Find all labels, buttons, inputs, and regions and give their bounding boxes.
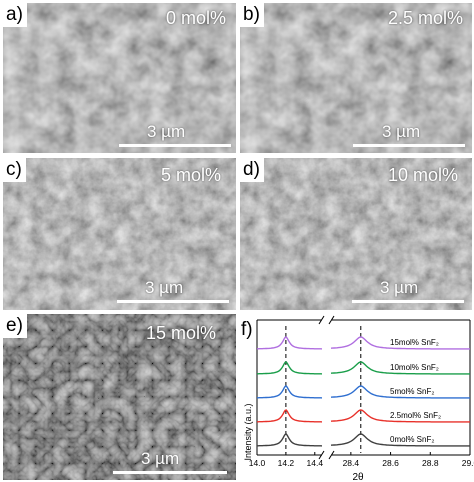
sem-image-d (240, 158, 472, 310)
panel-label-e: e) (3, 314, 27, 338)
series-group (257, 336, 470, 447)
scale-bar-a (119, 144, 231, 147)
scale-label-e: 3 µm (141, 449, 180, 468)
sem-panel-e: e) 15 mol% 3 µm (3, 314, 236, 480)
sem-image-e (3, 314, 236, 480)
scale-bar-b (353, 144, 465, 147)
scale-bar-d (352, 300, 464, 303)
x-tick-label: 14.0 (249, 458, 266, 468)
y-axis-label: Intensity (a.u.) (243, 403, 253, 460)
scale-label-b: 3 µm (382, 122, 421, 141)
concentration-label-a: 0 mol% (166, 8, 227, 28)
series-line-left (257, 433, 323, 447)
series-line-left (257, 409, 323, 423)
x-tick-label: 14.4 (307, 458, 324, 468)
axis-break-mark (318, 315, 325, 325)
x-tick-label: 28.6 (382, 458, 399, 468)
concentration-label-b: 2.5 mol% (388, 8, 464, 28)
sem-image-b (240, 3, 472, 153)
series-labels: 0mol% SnF₂ 2.5mol% SnF₂ 5mol% SnF₂ 10mol% S… (390, 338, 441, 444)
series-line-left (257, 385, 323, 399)
axis-break-mark (318, 450, 325, 460)
series-label: 15mol% SnF₂ (390, 338, 439, 347)
sem-panel-d: d) 10 mol% 3 µm (240, 158, 472, 310)
series-line-right (330, 409, 470, 423)
sem-panel-a: a) 0 mol% 3 µm (3, 3, 236, 153)
series-label: 2.5mol% SnF₂ (390, 411, 441, 420)
x-tick-label: 28.8 (422, 458, 439, 468)
scale-label-a: 3 µm (147, 122, 186, 141)
chart-axes (256, 315, 471, 460)
scale-label-c: 3 µm (145, 278, 184, 297)
scale-bar-e (113, 471, 227, 474)
panel-label-a: a) (3, 3, 27, 27)
scale-label-d: 3 µm (380, 278, 419, 297)
panel-label-c: c) (3, 158, 26, 182)
x-tick-label: 28.4 (343, 458, 360, 468)
series-line-right (330, 385, 470, 399)
tick-labels: 14.0 14.2 14.4 28.4 28.6 28.8 29.0 (249, 452, 474, 468)
sem-panel-b: b) 2.5 mol% 3 µm (240, 3, 472, 153)
sem-image-a (3, 3, 236, 153)
concentration-label-c: 5 mol% (161, 165, 222, 185)
sem-panel-c: c) 5 mol% 3 µm (3, 158, 236, 310)
series-line-right (330, 433, 470, 447)
xrd-chart-panel: 0mol% SnF₂ 2.5mol% SnF₂ 5mol% SnF₂ 10mol% S… (240, 314, 474, 482)
reference-lines (285, 326, 362, 453)
series-label: 5mol% SnF₂ (390, 387, 434, 396)
xrd-chart: 0mol% SnF₂ 2.5mol% SnF₂ 5mol% SnF₂ 10mol% S… (241, 315, 474, 482)
sem-image-c (3, 158, 236, 310)
scale-bar-c (117, 300, 229, 303)
x-axis-label: 2θ (352, 472, 364, 482)
series-line-right (330, 336, 470, 350)
x-tick-label: 14.2 (278, 458, 295, 468)
panel-label-d: d) (240, 158, 264, 182)
series-line-right (330, 361, 470, 375)
axis-break-mark (328, 315, 335, 325)
series-label: 0mol% SnF₂ (390, 435, 434, 444)
series-label: 10mol% SnF₂ (390, 363, 439, 372)
series-line-left (257, 336, 323, 350)
series-line-left (257, 361, 323, 375)
concentration-label-e: 15 mol% (146, 323, 217, 343)
axis-break-mark (328, 450, 335, 460)
x-tick-label: 29.0 (462, 458, 474, 468)
panel-label-b: b) (240, 3, 264, 27)
concentration-label-d: 10 mol% (388, 165, 459, 185)
panel-label-f: f) (241, 319, 253, 340)
